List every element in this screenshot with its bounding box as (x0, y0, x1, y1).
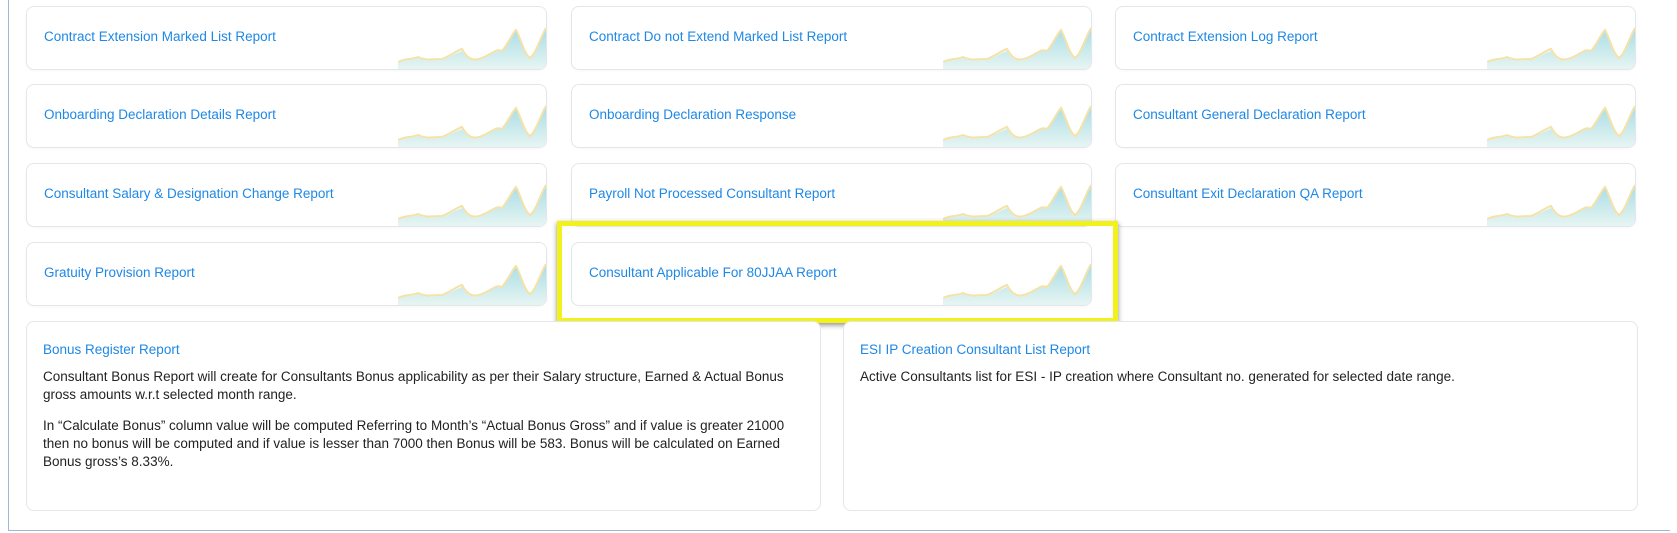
report-card-onboarding-declaration-details[interactable]: Onboarding Declaration Details Report (26, 84, 547, 148)
panel-bonus-register: Bonus Register Report Consultant Bonus R… (26, 321, 821, 511)
report-card-gratuity-provision[interactable]: Gratuity Provision Report (26, 242, 547, 306)
sparkline-icon (398, 184, 546, 226)
esi-ip-creation-report-link[interactable]: ESI IP Creation Consultant List Report (860, 342, 1091, 357)
report-card-title[interactable]: Payroll Not Processed Consultant Report (589, 186, 836, 201)
report-card-title[interactable]: Consultant Salary & Designation Change R… (44, 186, 334, 201)
panel-esi-ip-creation: ESI IP Creation Consultant List Report A… (843, 321, 1638, 511)
panel-description: Active Consultants list for ESI - IP cre… (860, 368, 1620, 399)
content-frame (8, 0, 1670, 531)
report-card-80jjaa[interactable]: Consultant Applicable For 80JJAA Report (571, 242, 1092, 306)
sparkline-icon (943, 27, 1091, 69)
description-paragraph: In “Calculate Bonus” column value will b… (43, 418, 785, 469)
report-card-consultant-general-declaration[interactable]: Consultant General Declaration Report (1115, 84, 1636, 148)
sparkline-icon (1487, 184, 1635, 226)
sparkline-icon (943, 184, 1091, 226)
description-paragraph: Active Consultants list for ESI - IP cre… (860, 369, 1455, 384)
sparkline-icon (398, 263, 546, 305)
report-card-contract-do-not-extend[interactable]: Contract Do not Extend Marked List Repor… (571, 6, 1092, 70)
report-card-title[interactable]: Consultant Exit Declaration QA Report (1133, 186, 1363, 201)
sparkline-icon (1487, 105, 1635, 147)
report-card-title[interactable]: Consultant Applicable For 80JJAA Report (589, 265, 837, 280)
panel-description: Consultant Bonus Report will create for … (43, 368, 803, 484)
sparkline-icon (398, 27, 546, 69)
report-card-title[interactable]: Contract Extension Log Report (1133, 29, 1318, 44)
report-card-title[interactable]: Contract Extension Marked List Report (44, 29, 276, 44)
sparkline-icon (1487, 27, 1635, 69)
report-card-onboarding-declaration-response[interactable]: Onboarding Declaration Response (571, 84, 1092, 148)
report-card-contract-extension-log[interactable]: Contract Extension Log Report (1115, 6, 1636, 70)
highlight-box (557, 221, 1118, 323)
sparkline-icon (398, 105, 546, 147)
sparkline-icon (943, 105, 1091, 147)
report-card-payroll-not-processed[interactable]: Payroll Not Processed Consultant Report (571, 163, 1092, 227)
report-card-contract-extension-marked-list[interactable]: Contract Extension Marked List Report (26, 6, 547, 70)
report-card-title[interactable]: Consultant General Declaration Report (1133, 107, 1366, 122)
report-card-salary-designation-change[interactable]: Consultant Salary & Designation Change R… (26, 163, 547, 227)
bonus-register-report-link[interactable]: Bonus Register Report (43, 342, 180, 357)
report-card-title[interactable]: Onboarding Declaration Response (589, 107, 797, 122)
report-card-exit-declaration-qa[interactable]: Consultant Exit Declaration QA Report (1115, 163, 1636, 227)
report-card-title[interactable]: Onboarding Declaration Details Report (44, 107, 276, 122)
description-paragraph: Consultant Bonus Report will create for … (43, 369, 784, 402)
report-card-title[interactable]: Gratuity Provision Report (44, 265, 195, 280)
report-card-title[interactable]: Contract Do not Extend Marked List Repor… (589, 29, 848, 44)
